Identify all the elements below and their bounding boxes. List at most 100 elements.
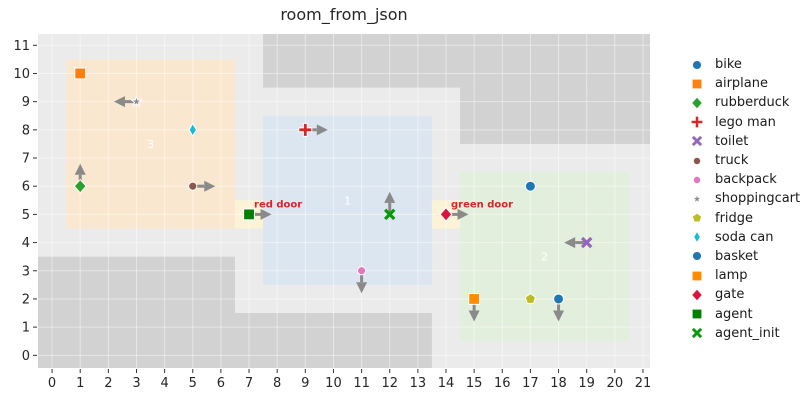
marker-truck [188, 181, 198, 191]
legend-item-airplane: airplane [688, 74, 800, 93]
x-tick-label: 16 [494, 376, 511, 391]
legend-item-soda-can: soda can [688, 228, 800, 247]
region-label-3: 3 [147, 138, 154, 151]
x-tick-label: 10 [325, 376, 342, 391]
x-tick-label: 8 [273, 376, 281, 391]
legend-marker-bike [692, 59, 702, 70]
legend-marker-backpack [692, 175, 702, 184]
x-tick-label: 1 [76, 376, 84, 391]
y-tick-label: 3 [22, 264, 30, 279]
legend-item-rubberduck: rubberduck [688, 93, 800, 112]
square-legend-icon [691, 270, 703, 281]
legend-marker-airplane [691, 78, 703, 90]
x-tick-label: 11 [353, 376, 370, 391]
y-tick-label: 9 [22, 95, 30, 110]
legend-marker-agent_init [691, 328, 703, 339]
y-tick-label: 6 [22, 180, 30, 195]
door-label: green door [451, 199, 513, 210]
legend-item-fridge: fridge [688, 209, 800, 228]
legend-label: rubberduck [715, 95, 790, 111]
legend-marker-rubberduck [691, 96, 703, 110]
legend-item-backpack: backpack [688, 170, 800, 189]
marker-basket [553, 293, 565, 305]
circle-legend-icon [692, 251, 702, 262]
marker-agent [243, 208, 255, 221]
legend-item-agent_init: agent_init [688, 324, 800, 343]
legend-label: lego man [715, 114, 776, 130]
y-tick-label: 8 [22, 123, 30, 138]
x-tick-label: 0 [48, 376, 56, 391]
x-tick-label: 9 [301, 376, 309, 391]
legend-item-truck: truck [688, 151, 800, 170]
legend-marker-lego-man [690, 115, 704, 129]
chart-title: room_from_json [280, 5, 408, 24]
room-region-3 [66, 59, 235, 229]
marker-soda-can [188, 122, 198, 138]
diamond-legend-icon [691, 288, 703, 302]
marker-shoppingcart [129, 94, 143, 108]
circle_small-legend-icon [692, 175, 702, 184]
legend-label: lamp [715, 268, 748, 284]
y-tick-label: 10 [13, 67, 30, 82]
legend-marker-toilet [691, 136, 703, 147]
x-tick-label: 21 [635, 376, 652, 391]
x-tick-label: 4 [160, 376, 168, 391]
legend-item-bike: bike [688, 55, 800, 74]
legend-marker-agent [691, 308, 703, 320]
x-tick-label: 17 [522, 376, 539, 391]
star-legend-icon [691, 192, 703, 204]
legend-label: airplane [715, 76, 768, 92]
room-region-2 [460, 172, 629, 342]
y-tick-label: 11 [13, 39, 30, 54]
legend-label: toilet [715, 133, 749, 149]
legend-label: fridge [715, 210, 754, 226]
marker-airplane [74, 67, 87, 80]
legend-label: shoppingcart [715, 191, 801, 207]
thin_diamond-legend-icon [693, 230, 701, 244]
legend-label: backpack [715, 172, 777, 188]
diamond-legend-icon [691, 96, 703, 110]
legend-item-lego-man: lego man [688, 113, 800, 132]
x-tick-label: 7 [245, 376, 253, 391]
legend-item-gate: gate [688, 285, 800, 304]
legend-label: bike [715, 57, 742, 73]
wall-block [263, 34, 650, 88]
marker-lego-man [298, 122, 313, 137]
marker-backpack [356, 266, 367, 276]
y-tick-label: 1 [22, 321, 30, 336]
legend-item-agent: agent [688, 304, 800, 323]
legend: bike airplane rubberduck lego man toilet truc… [688, 55, 800, 343]
legend-label: truck [715, 153, 749, 169]
x-tick-label: 2 [104, 376, 112, 391]
x-tick-label: 5 [189, 376, 197, 391]
y-tick-label: 2 [22, 292, 30, 307]
x-tick-label: 13 [410, 376, 427, 391]
legend-item-toilet: toilet [688, 132, 800, 151]
door-label: red door [254, 199, 302, 210]
y-tick-label: 7 [22, 152, 30, 167]
x-tick-label: 18 [550, 376, 567, 391]
marker-bike [524, 180, 536, 192]
region-label-1: 1 [344, 194, 351, 207]
x-tick-label: 3 [132, 376, 140, 391]
legend-marker-lamp [691, 270, 703, 281]
legend-label: agent_init [715, 325, 780, 341]
legend-label: basket [715, 248, 759, 264]
region-label-2: 2 [541, 251, 548, 264]
x-tick-label: 6 [217, 376, 225, 391]
legend-item-lamp: lamp [688, 266, 800, 285]
circle_small-legend-icon [692, 156, 702, 165]
wall-block [234, 313, 432, 368]
pentagon-legend-icon [691, 212, 703, 223]
marker-toilet [580, 236, 593, 249]
x-tick-label: 19 [578, 376, 595, 391]
x-legend-icon [691, 136, 703, 147]
legend-marker-gate [691, 288, 703, 302]
room-region-1 [263, 115, 432, 285]
square-legend-icon [691, 78, 703, 90]
circle-legend-icon [692, 59, 702, 70]
marker-lamp [468, 293, 481, 305]
y-tick-label: 5 [22, 208, 30, 223]
legend-marker-fridge [691, 212, 703, 223]
